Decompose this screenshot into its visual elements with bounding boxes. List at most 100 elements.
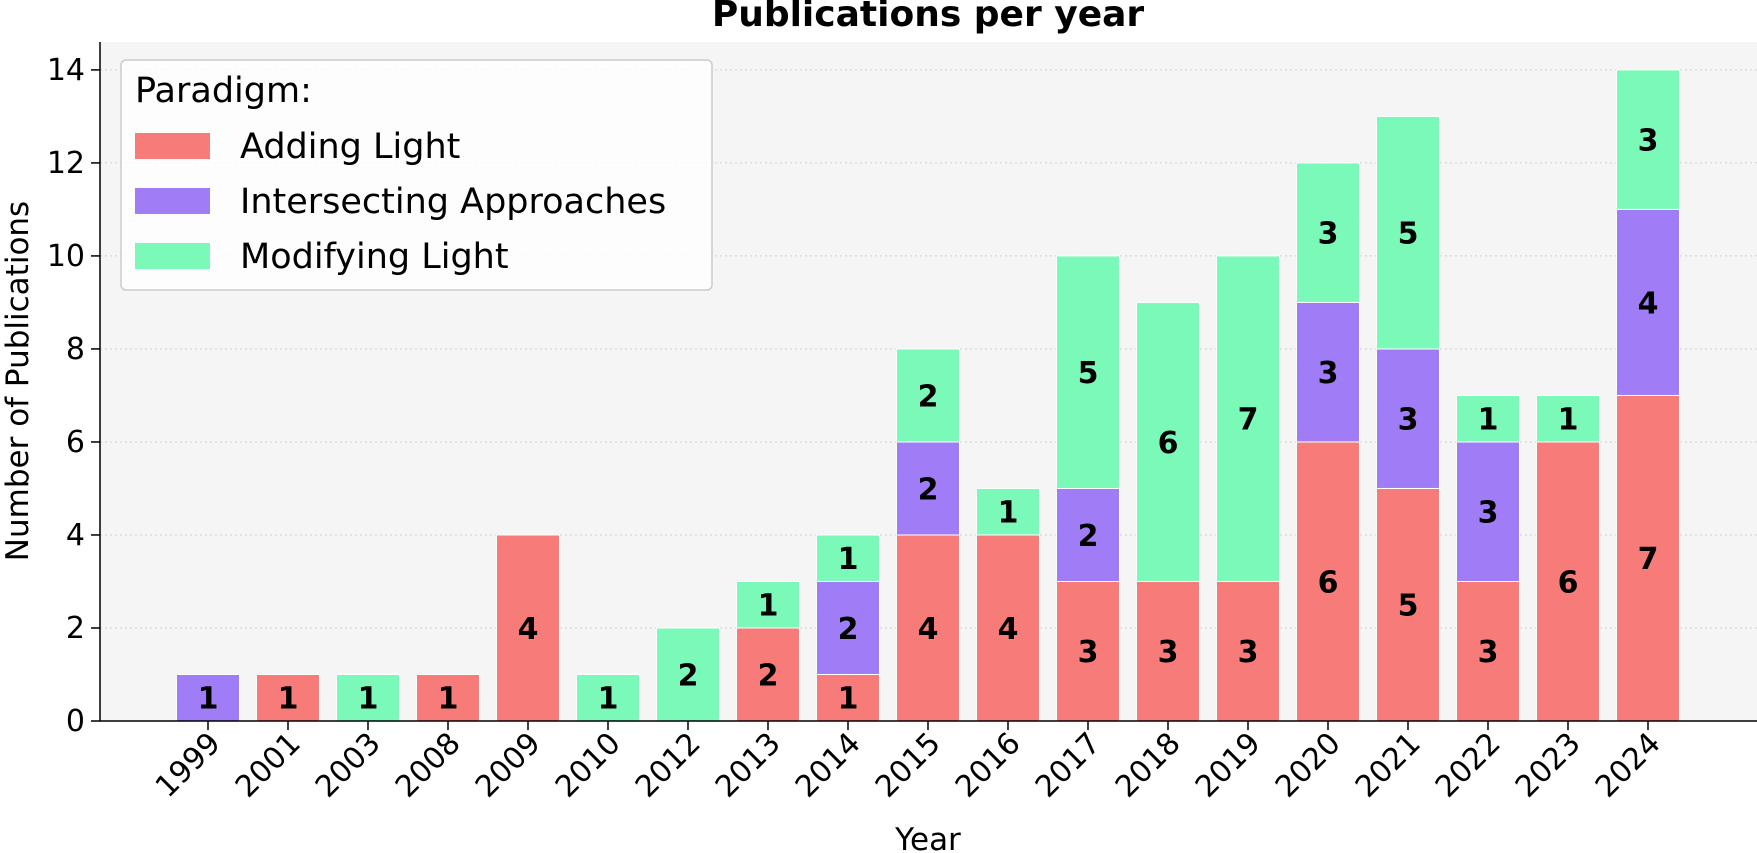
bar-segment: [176, 673, 240, 722]
bar-value-label: 3: [1318, 356, 1339, 391]
bar-segment: [1056, 487, 1120, 582]
bar-value-label: 1: [838, 542, 859, 577]
x-tick-label: 2003: [309, 726, 388, 805]
x-tick-label: 2012: [629, 726, 708, 805]
bar-value-label: 7: [1238, 403, 1259, 438]
x-tick-label: 2015: [869, 726, 948, 805]
legend-entry-label: Adding Light: [240, 127, 460, 167]
bar-segment: [1616, 69, 1680, 210]
x-tick-label: 2008: [389, 726, 468, 805]
bar-segment: [1456, 441, 1520, 582]
bar-value-label: 1: [438, 682, 459, 717]
legend-box: [120, 59, 713, 291]
bar-value-label: 1: [358, 682, 379, 717]
bar-value-label: 4: [1638, 286, 1659, 321]
bar-value-label: 5: [1398, 589, 1419, 624]
bar-value-label: 3: [1478, 496, 1499, 531]
bar-value-label: 5: [1398, 217, 1419, 252]
bar-segment: [896, 534, 960, 722]
bar-value-label: 2: [1078, 519, 1099, 554]
bar-value-label: 3: [1478, 635, 1499, 670]
bar-segment: [336, 673, 400, 722]
bar-segment: [1536, 394, 1600, 443]
bar-value-label: 1: [1558, 403, 1579, 438]
legend-swatch: [135, 243, 210, 269]
bar-segment: [736, 627, 800, 722]
x-ticks: 1999 2001 2003 2008 2009 2010 2012 2013 2014 2015…: [149, 721, 1668, 805]
bar-value-label: 1: [198, 682, 219, 717]
bar-segment: [1296, 441, 1360, 722]
x-tick-label: 2013: [709, 726, 788, 805]
bar-value-label: 3: [1638, 124, 1659, 159]
bar-value-label: 1: [838, 682, 859, 717]
bar-segment: [1136, 580, 1200, 722]
bar-value-label: 3: [1238, 635, 1259, 670]
y-ticks: 0 2 4 6 8 10 12 14: [47, 53, 100, 739]
bar-segment: [896, 441, 960, 536]
bar-value-label: 4: [998, 612, 1019, 647]
bar-value-label: 1: [1478, 403, 1499, 438]
bar-segment: [1056, 255, 1120, 489]
bar-segment: [736, 580, 800, 629]
bar-segment: [896, 348, 960, 443]
legend: Paradigm: Adding Light Intersecting Appro…: [120, 59, 713, 291]
x-tick-label: 2010: [549, 726, 628, 805]
x-tick-label: 2018: [1109, 726, 1188, 805]
bar-segment: [1296, 301, 1360, 443]
bar-value-label: 4: [518, 612, 539, 647]
chart-title: Publications per year: [712, 0, 1145, 35]
bar-value-label: 4: [918, 612, 939, 647]
y-tick-label: 10: [47, 239, 85, 274]
bar-segment: [416, 673, 480, 722]
bar-segment: [1456, 580, 1520, 722]
bar-segment: [1376, 115, 1440, 350]
legend-entry-label: Modifying Light: [240, 237, 509, 277]
bar-value-label: 2: [758, 658, 779, 693]
bar-segment: [1216, 255, 1280, 582]
bar-segment: [1376, 348, 1440, 489]
bar-segment: [1536, 441, 1600, 722]
x-tick-label: 2017: [1029, 726, 1108, 805]
x-tick-label: 2016: [949, 726, 1028, 805]
bar-segment: [496, 534, 560, 722]
x-tick-label: 2009: [469, 726, 548, 805]
y-tick-label: 2: [66, 611, 85, 646]
y-tick-label: 0: [66, 704, 85, 739]
bar-segment: [1376, 487, 1440, 722]
bar-labels: 1 1 1 1 4 1 2 2 1 1 2 1 4 2 2 4 1 3 2 5 3 6 3 7 6 3 3 5 3 5 3 3 1 6 1 7 4 3: [198, 124, 1659, 717]
y-tick-label: 14: [47, 53, 85, 88]
bar-value-label: 3: [1398, 403, 1419, 438]
legend-swatch: [135, 188, 210, 214]
bar-segment: [976, 487, 1040, 536]
bar-segment: [1296, 162, 1360, 303]
x-tick-label: 2014: [789, 726, 868, 805]
x-tick-label: 2022: [1429, 726, 1508, 805]
bar-value-label: 6: [1558, 565, 1579, 600]
bar-segment: [256, 673, 320, 722]
bar-segment: [1216, 580, 1280, 722]
bar-value-label: 2: [838, 612, 859, 647]
bar-segment: [1136, 301, 1200, 582]
y-tick-label: 12: [47, 146, 85, 181]
bar-segment: [1056, 580, 1120, 722]
x-tick-label: 2020: [1269, 726, 1348, 805]
bar-value-label: 1: [598, 682, 619, 717]
x-tick-label: 2021: [1349, 726, 1428, 805]
bar-segment: [1616, 208, 1680, 396]
bar-value-label: 3: [1078, 635, 1099, 670]
bar-value-label: 7: [1638, 542, 1659, 577]
y-axis-label: Number of Publications: [0, 201, 36, 561]
bar-value-label: 1: [758, 589, 779, 624]
x-axis-label: Year: [894, 822, 961, 853]
bar-segment: [1456, 394, 1520, 443]
bar-segment: [816, 534, 880, 582]
bar-value-label: 3: [1158, 635, 1179, 670]
bar-segment: [816, 580, 880, 675]
bar-value-label: 2: [918, 472, 939, 507]
y-tick-label: 8: [66, 332, 85, 367]
bar-value-label: 6: [1158, 426, 1179, 461]
bar-value-label: 6: [1318, 565, 1339, 600]
bar-value-label: 2: [918, 379, 939, 414]
x-tick-label: 2023: [1509, 726, 1588, 805]
